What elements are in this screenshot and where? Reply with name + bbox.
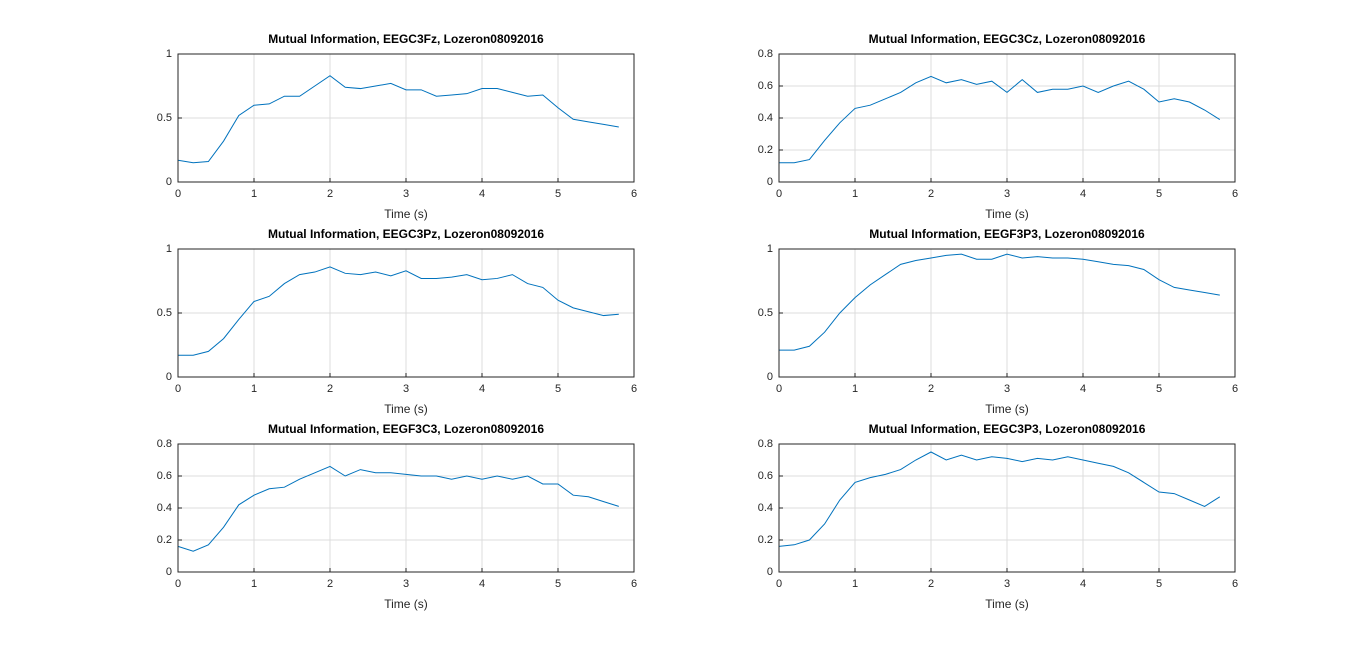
chart-title: Mutual Information, EEGF3P3, Lozeron0809… bbox=[869, 227, 1145, 241]
subplot: 0 1 2 3 4 5 6 0 0.5 1 Mutual Information, EEGC3Pz,… bbox=[157, 227, 637, 416]
x-tick-label: 5 bbox=[555, 578, 561, 590]
subplot: 0 1 2 3 4 5 6 0 0.5 1 Mutual Information, EEGF3P3,… bbox=[758, 227, 1238, 416]
y-tick-label: 0.8 bbox=[758, 48, 773, 60]
x-tick-label: 5 bbox=[1156, 383, 1162, 395]
x-tick-label: 1 bbox=[852, 578, 858, 590]
y-tick-label: 0 bbox=[166, 371, 172, 383]
x-tick-label: 2 bbox=[928, 383, 934, 395]
x-axis-label: Time (s) bbox=[985, 597, 1029, 611]
x-tick-label: 0 bbox=[776, 188, 782, 200]
x-tick-label: 6 bbox=[1232, 188, 1238, 200]
subplot: 0 1 2 3 4 5 6 0 0.2 0.4 0.6 0.8 Mutual Information, … bbox=[758, 422, 1238, 611]
x-tick-label: 1 bbox=[852, 188, 858, 200]
x-tick-label: 4 bbox=[479, 188, 485, 200]
x-tick-label: 2 bbox=[327, 578, 333, 590]
subplot: 0 1 2 3 4 5 6 0 0.2 0.4 0.6 0.8 Mutual Information, … bbox=[758, 32, 1238, 221]
y-tick-label: 0.6 bbox=[758, 80, 773, 92]
x-axis-label: Time (s) bbox=[985, 402, 1029, 416]
y-tick-label: 0.5 bbox=[157, 307, 172, 319]
y-tick-label: 0.8 bbox=[758, 438, 773, 450]
x-tick-label: 6 bbox=[631, 383, 637, 395]
x-tick-label: 5 bbox=[555, 383, 561, 395]
x-tick-label: 2 bbox=[327, 383, 333, 395]
axes-box bbox=[177, 248, 635, 378]
axes-box bbox=[177, 443, 635, 573]
x-tick-label: 3 bbox=[1004, 188, 1010, 200]
axes-box bbox=[778, 248, 1236, 378]
chart-title: Mutual Information, EEGF3C3, Lozeron0809… bbox=[268, 422, 544, 436]
data-line bbox=[779, 75, 1221, 164]
x-tick-label: 2 bbox=[928, 578, 934, 590]
x-tick-label: 0 bbox=[175, 578, 181, 590]
x-tick-label: 6 bbox=[631, 578, 637, 590]
x-tick-label: 1 bbox=[852, 383, 858, 395]
x-tick-label: 0 bbox=[776, 383, 782, 395]
x-axis-label: Time (s) bbox=[384, 207, 428, 221]
axes-box bbox=[778, 443, 1236, 573]
x-tick-label: 0 bbox=[776, 578, 782, 590]
y-tick-label: 0 bbox=[767, 176, 773, 188]
x-tick-label: 4 bbox=[479, 578, 485, 590]
chart-title: Mutual Information, EEGC3Cz, Lozeron0809… bbox=[869, 32, 1146, 46]
x-tick-label: 0 bbox=[175, 383, 181, 395]
data-line bbox=[779, 253, 1220, 351]
y-tick-label: 1 bbox=[767, 243, 773, 255]
x-tick-label: 5 bbox=[555, 188, 561, 200]
x-tick-label: 1 bbox=[251, 188, 257, 200]
y-tick-label: 0 bbox=[767, 566, 773, 578]
x-tick-label: 5 bbox=[1156, 188, 1162, 200]
y-tick-label: 0.2 bbox=[758, 534, 773, 546]
y-tick-label: 0.5 bbox=[157, 112, 172, 124]
x-tick-label: 3 bbox=[1004, 578, 1010, 590]
chart-title: Mutual Information, EEGC3Pz, Lozeron0809… bbox=[268, 227, 544, 241]
x-tick-label: 3 bbox=[403, 383, 409, 395]
y-tick-label: 0.2 bbox=[157, 534, 172, 546]
x-axis-label: Time (s) bbox=[384, 402, 428, 416]
y-tick-label: 1 bbox=[166, 48, 172, 60]
y-tick-label: 0.2 bbox=[758, 144, 773, 156]
x-tick-label: 4 bbox=[1080, 383, 1086, 395]
data-line bbox=[778, 451, 1221, 547]
x-axis-label: Time (s) bbox=[985, 207, 1029, 221]
y-tick-label: 0 bbox=[166, 176, 172, 188]
y-tick-label: 0.5 bbox=[758, 307, 773, 319]
x-tick-label: 4 bbox=[1080, 578, 1086, 590]
y-tick-label: 0.6 bbox=[157, 470, 172, 482]
subplot: 0 1 2 3 4 5 6 0 0.2 0.4 0.6 0.8 Mutual Information, … bbox=[157, 422, 637, 611]
x-tick-label: 4 bbox=[1080, 188, 1086, 200]
data-line bbox=[178, 266, 619, 356]
x-tick-label: 2 bbox=[928, 188, 934, 200]
x-tick-label: 6 bbox=[631, 188, 637, 200]
x-tick-label: 1 bbox=[251, 383, 257, 395]
y-tick-label: 0.4 bbox=[157, 502, 172, 514]
x-tick-label: 1 bbox=[251, 578, 257, 590]
x-tick-label: 3 bbox=[403, 578, 409, 590]
y-tick-label: 1 bbox=[166, 243, 172, 255]
axes-box bbox=[778, 53, 1236, 183]
subplot: 0 1 2 3 4 5 6 0 0.5 1 Mutual Information, EEGC3Fz,… bbox=[157, 32, 637, 221]
data-line bbox=[177, 75, 619, 164]
x-tick-label: 6 bbox=[1232, 578, 1238, 590]
axes-box bbox=[177, 53, 635, 183]
x-tick-label: 0 bbox=[175, 188, 181, 200]
x-axis-label: Time (s) bbox=[384, 597, 428, 611]
chart-title: Mutual Information, EEGC3Fz, Lozeron0809… bbox=[268, 32, 544, 46]
y-tick-label: 0 bbox=[767, 371, 773, 383]
x-tick-label: 3 bbox=[1004, 383, 1010, 395]
x-tick-label: 4 bbox=[479, 383, 485, 395]
y-tick-label: 0.8 bbox=[157, 438, 172, 450]
x-tick-label: 3 bbox=[403, 188, 409, 200]
x-tick-label: 2 bbox=[327, 188, 333, 200]
y-tick-label: 0.4 bbox=[758, 112, 773, 124]
y-tick-label: 0.6 bbox=[758, 470, 773, 482]
chart-title: Mutual Information, EEGC3P3, Lozeron0809… bbox=[869, 422, 1146, 436]
y-tick-label: 0.4 bbox=[758, 502, 773, 514]
y-tick-label: 0 bbox=[166, 566, 172, 578]
x-tick-label: 6 bbox=[1232, 383, 1238, 395]
data-line bbox=[177, 465, 619, 552]
x-tick-label: 5 bbox=[1156, 578, 1162, 590]
